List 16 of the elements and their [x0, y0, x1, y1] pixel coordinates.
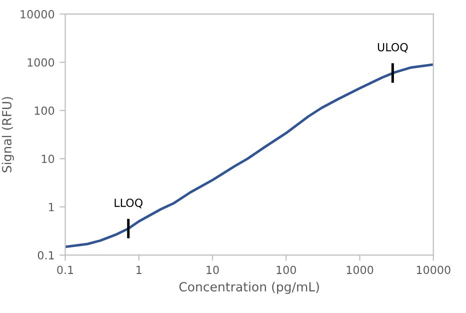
- x-tick-label: 0.1: [57, 266, 74, 274]
- y-tick-label: 10000: [20, 10, 54, 18]
- y-axis-title: Signal (RFU): [2, 97, 14, 172]
- y-tick-label: 0.1: [38, 251, 54, 260]
- x-tick-label: 1: [136, 266, 142, 274]
- annotation: ULOQ: [378, 42, 408, 53]
- x-tick-label: 100: [276, 266, 296, 274]
- x-axis-title: Concentration (pg/mL): [179, 282, 319, 294]
- y-tick-label: 10: [42, 154, 54, 164]
- annotation: LLOQ: [114, 198, 142, 208]
- x-tick-label: 10: [206, 266, 219, 274]
- x-tick-label: 1000: [346, 266, 374, 274]
- y-tick-label: 100: [34, 106, 54, 115]
- x-tick-label: 10000: [416, 266, 450, 274]
- y-tick-label: 1: [48, 203, 54, 212]
- y-tick-label: 1000: [28, 58, 54, 67]
